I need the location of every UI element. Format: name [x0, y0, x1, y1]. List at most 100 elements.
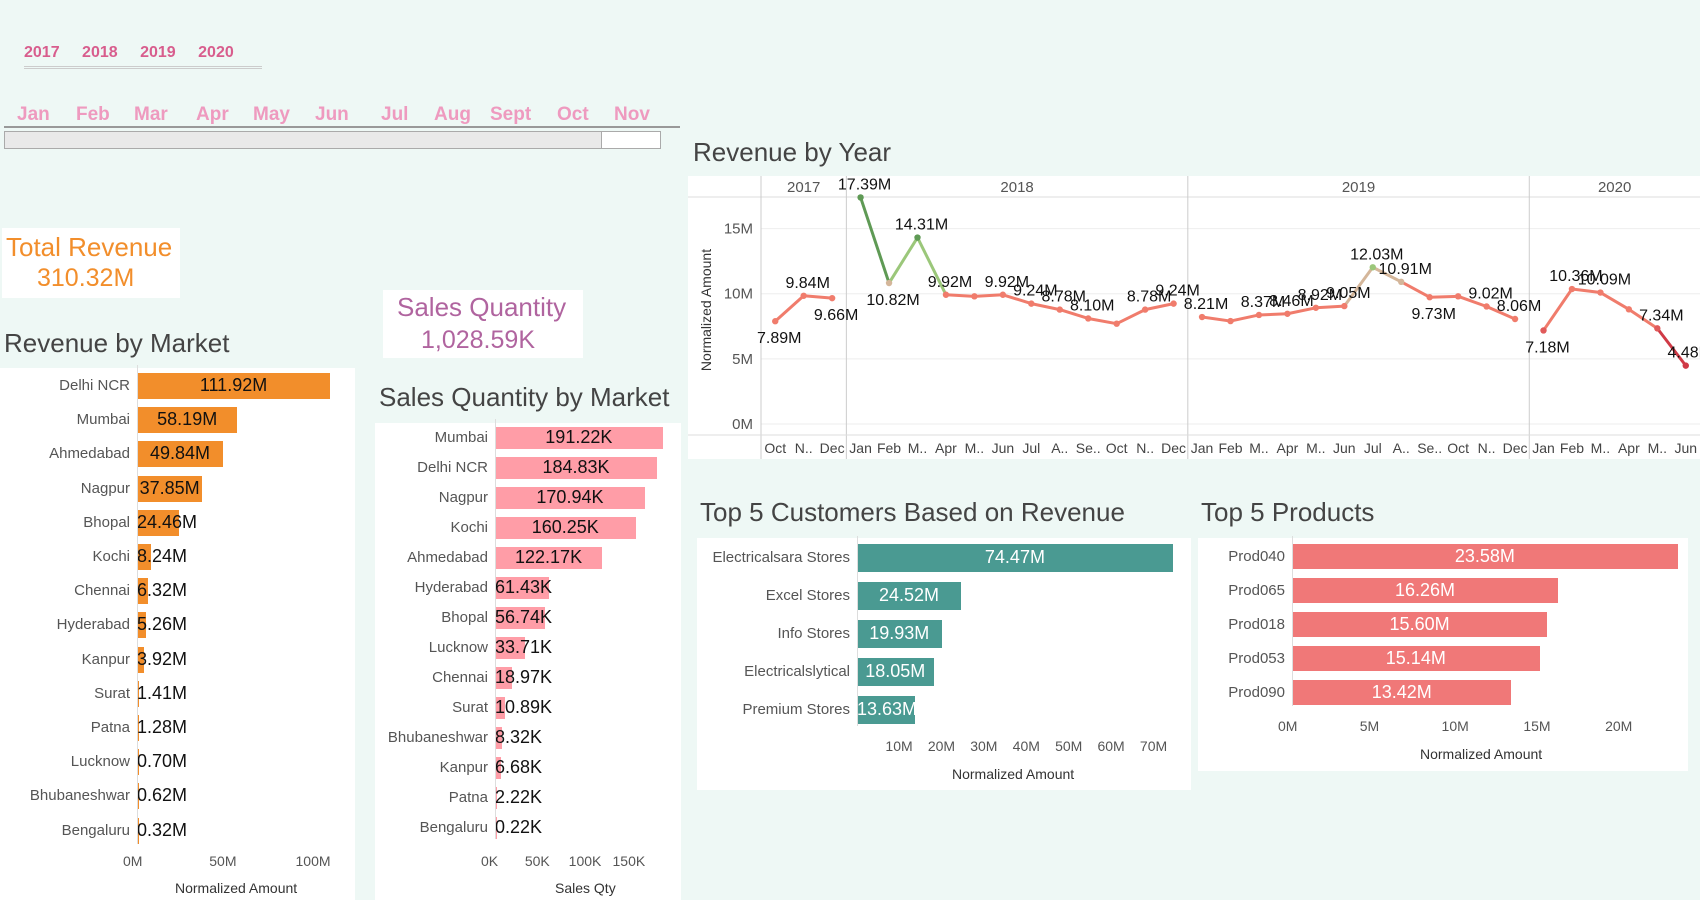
bar[interactable]: [857, 696, 915, 724]
bar[interactable]: [495, 637, 525, 659]
month-option[interactable]: Jun: [315, 104, 349, 125]
bar[interactable]: [495, 517, 636, 539]
line-point[interactable]: [1682, 362, 1689, 369]
bar-category-label: Prod090: [1228, 683, 1285, 701]
bar-value-label: 10.89K: [495, 697, 553, 717]
line-point[interactable]: [1625, 306, 1633, 313]
bar[interactable]: [137, 544, 152, 570]
line-point[interactable]: [772, 318, 779, 325]
month-option[interactable]: May: [253, 104, 290, 125]
line-point[interactable]: [800, 292, 807, 299]
line-point[interactable]: [1085, 315, 1092, 322]
month-option[interactable]: Mar: [134, 104, 168, 125]
bar[interactable]: [857, 582, 961, 610]
bar[interactable]: [1292, 578, 1558, 603]
line-point[interactable]: [1483, 303, 1490, 310]
line-point[interactable]: [1028, 300, 1035, 307]
bar[interactable]: [857, 544, 1173, 572]
month-option[interactable]: Jan: [17, 104, 50, 125]
bar[interactable]: [495, 577, 549, 599]
bar[interactable]: [495, 697, 505, 719]
y-tick-label: 15M: [724, 221, 753, 238]
top-customers-axis-title: Normalized Amount: [952, 766, 1075, 782]
bar[interactable]: [857, 658, 934, 686]
bar[interactable]: [1292, 646, 1540, 671]
bar[interactable]: [495, 457, 658, 479]
year-option[interactable]: 2020: [198, 44, 234, 61]
month-option[interactable]: Nov: [614, 104, 650, 125]
bar[interactable]: [495, 757, 501, 779]
bar[interactable]: [137, 646, 144, 673]
bar-category-label: Kochi: [92, 548, 130, 565]
bar[interactable]: [495, 487, 645, 509]
line-point[interactable]: [1654, 325, 1661, 332]
bar[interactable]: [137, 612, 147, 639]
bar[interactable]: [495, 607, 545, 629]
line-point[interactable]: [1398, 278, 1405, 286]
bar[interactable]: [495, 547, 603, 569]
bar[interactable]: [495, 667, 512, 689]
month-option[interactable]: Sept: [490, 104, 532, 125]
month-option[interactable]: Oct: [557, 104, 589, 125]
line-segment: [1144, 302, 1174, 312]
sales-quantity-value: 1,028.59K: [421, 326, 535, 354]
line-point[interactable]: [1284, 310, 1291, 317]
year-option[interactable]: 2018: [82, 44, 118, 61]
line-point[interactable]: [1540, 327, 1547, 334]
line-point[interactable]: [885, 279, 893, 287]
bar[interactable]: [137, 407, 238, 434]
line-point[interactable]: [942, 291, 950, 298]
bar[interactable]: [137, 373, 331, 399]
month-option[interactable]: Apr: [196, 104, 229, 125]
month-range-slider[interactable]: [4, 131, 661, 149]
year-option[interactable]: 2017: [24, 44, 60, 61]
line-point[interactable]: [1312, 304, 1320, 311]
line-point[interactable]: [914, 234, 921, 241]
line-point[interactable]: [828, 294, 836, 302]
month-option[interactable]: Feb: [76, 104, 110, 125]
line-point[interactable]: [1255, 311, 1263, 319]
bar[interactable]: [495, 427, 663, 449]
axis-tick-label: 0M: [1278, 718, 1298, 734]
bar[interactable]: [137, 715, 140, 741]
bar[interactable]: [137, 578, 148, 605]
bar[interactable]: [137, 509, 180, 536]
line-point[interactable]: [1597, 289, 1604, 296]
point-value-label: 9.92M: [985, 274, 1029, 291]
bar-category-label: Surat: [452, 699, 488, 716]
line-point[interactable]: [1454, 293, 1462, 300]
bar-value-label: 61.43K: [495, 577, 553, 597]
line-point[interactable]: [1198, 313, 1206, 321]
month-option[interactable]: Aug: [434, 104, 471, 125]
bar[interactable]: [1292, 544, 1678, 569]
bar-value-label: 15.14M: [1385, 647, 1446, 668]
top-products-chart: Normalized Amount Prod040 23.58M Prod065 16…: [1198, 536, 1688, 771]
bar[interactable]: [1292, 612, 1548, 637]
bar[interactable]: [137, 441, 223, 468]
bar-value-label: 37.85M: [139, 477, 200, 498]
line-point[interactable]: [1369, 264, 1376, 271]
line-point[interactable]: [1170, 300, 1177, 307]
bar[interactable]: [495, 727, 503, 749]
line-point[interactable]: [1426, 294, 1433, 301]
month-option[interactable]: Jul: [381, 104, 409, 125]
line-point[interactable]: [1511, 315, 1519, 323]
bar-value-label: 16.26M: [1394, 579, 1455, 600]
bar-value-label: 18.97K: [495, 667, 553, 687]
line-point[interactable]: [971, 293, 978, 300]
point-value-label: 10.91M: [1379, 261, 1432, 278]
line-point[interactable]: [857, 194, 864, 201]
line-point[interactable]: [1141, 306, 1149, 313]
line-point[interactable]: [999, 291, 1007, 298]
bar[interactable]: [137, 680, 140, 707]
line-point[interactable]: [1113, 320, 1120, 327]
bar[interactable]: [137, 475, 203, 502]
bar[interactable]: [1292, 680, 1512, 705]
bar-category-label: Mumbai: [76, 411, 130, 429]
line-point[interactable]: [1341, 302, 1348, 310]
line-point[interactable]: [1568, 285, 1576, 293]
bar[interactable]: [857, 620, 942, 648]
line-point[interactable]: [1227, 317, 1234, 325]
year-option[interactable]: 2019: [140, 44, 176, 61]
line-point[interactable]: [1056, 306, 1063, 313]
